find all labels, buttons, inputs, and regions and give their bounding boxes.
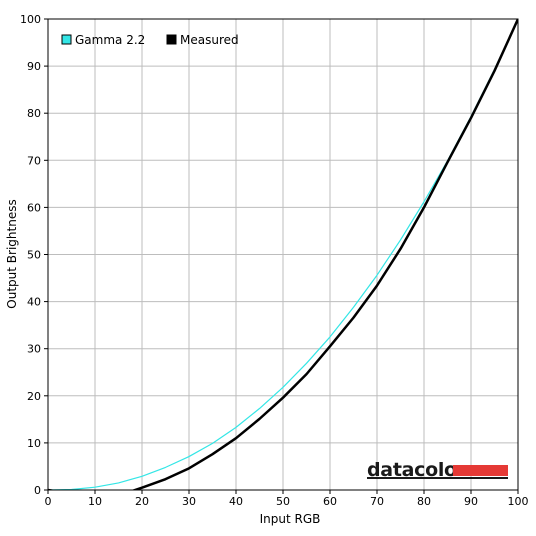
y-tick-label: 10 xyxy=(27,437,41,450)
y-tick-label: 50 xyxy=(27,249,41,262)
x-tick-label: 70 xyxy=(370,495,384,508)
watermark-red-bar xyxy=(453,465,508,476)
datacolor-watermark: datacolor xyxy=(367,459,508,481)
x-tick-label: 20 xyxy=(135,495,149,508)
legend-swatch-gamma xyxy=(61,34,72,45)
measured-line xyxy=(48,19,518,490)
x-axis-title: Input RGB xyxy=(260,512,321,526)
legend-label-measured: Measured xyxy=(180,33,239,47)
y-tick-label: 40 xyxy=(27,296,41,309)
legend: Gamma 2.2 Measured xyxy=(61,33,239,47)
x-tick-label: 30 xyxy=(182,495,196,508)
y-tick-label: 100 xyxy=(20,13,41,26)
series-layer xyxy=(48,19,518,490)
y-tick-label: 30 xyxy=(27,343,41,356)
x-tick-label: 80 xyxy=(417,495,431,508)
y-tick-label: 80 xyxy=(27,107,41,120)
y-tick-label: 70 xyxy=(27,154,41,167)
y-tick-label: 60 xyxy=(27,201,41,214)
y-axis-title: Output Brightness xyxy=(5,199,19,308)
x-tick-label: 60 xyxy=(323,495,337,508)
x-tick-label: 40 xyxy=(229,495,243,508)
legend-swatch-measured xyxy=(166,34,177,45)
watermark-underline xyxy=(367,477,508,479)
watermark-logo-text: datacolor xyxy=(367,459,467,481)
y-tick-label: 20 xyxy=(27,390,41,403)
series-group xyxy=(48,19,518,490)
gridlines xyxy=(48,19,518,490)
y-tick-label: 90 xyxy=(27,60,41,73)
y-tick-label: 0 xyxy=(34,484,41,497)
gamma-2-2-line xyxy=(48,19,518,490)
x-tick-label: 90 xyxy=(464,495,478,508)
legend-label-gamma: Gamma 2.2 xyxy=(75,33,145,47)
tick-labels: 0 10 20 30 40 50 60 70 80 90 100 0 10 20 30 40 50 60 70 80 9… xyxy=(20,13,529,508)
x-tick-label: 10 xyxy=(88,495,102,508)
x-tick-label: 100 xyxy=(508,495,529,508)
x-tick-label: 0 xyxy=(45,495,52,508)
x-tick-label: 50 xyxy=(276,495,290,508)
